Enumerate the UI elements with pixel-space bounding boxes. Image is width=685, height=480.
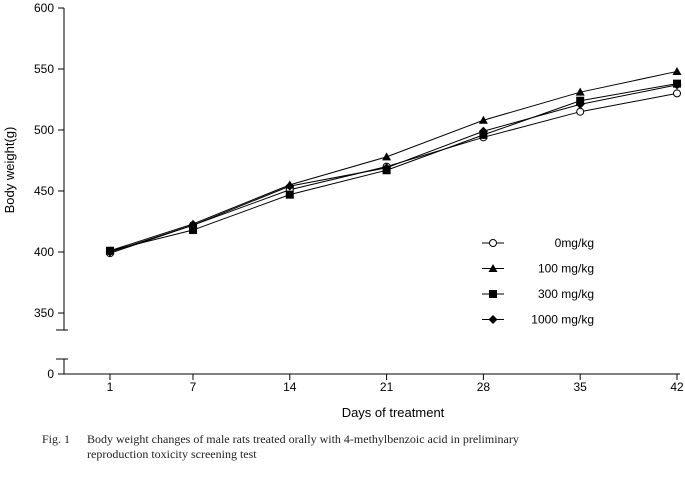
legend-item: 1000 mg/kg [482, 313, 594, 327]
x-tick-label: 1 [107, 380, 114, 394]
y-tick-label: 0 [47, 367, 54, 381]
figure-caption: Fig. 1 Body weight changes of male rats t… [42, 432, 662, 462]
data-point [576, 107, 585, 116]
data-point [478, 115, 488, 124]
legend-item: 0mg/kg [482, 236, 594, 250]
legend-item: 100 mg/kg [482, 262, 594, 276]
data-point [575, 87, 585, 96]
data-point [673, 89, 681, 98]
data-point [672, 80, 682, 90]
y-tick-label: 350 [34, 306, 54, 320]
legend-marker [489, 290, 497, 298]
legend-label: 300 mg/kg [538, 287, 594, 301]
caption-label: Fig. 1 [42, 432, 71, 446]
y-axis-title: Body weight(g) [2, 127, 17, 214]
data-point [285, 190, 294, 199]
data-point [188, 220, 198, 230]
x-ticks: 1 7 14 21 28 35 42 [107, 374, 684, 394]
x-tick-label: 28 [477, 380, 491, 394]
legend-marker [489, 239, 497, 247]
y-ticks: 350 400 450 500 550 600 0 [34, 1, 64, 381]
x-tick-label: 7 [190, 380, 197, 394]
data-point [105, 247, 115, 257]
legend-item: 300 mg/kg [482, 287, 594, 301]
axes [56, 8, 680, 375]
legend-label: 0mg/kg [555, 236, 594, 250]
chart: 350 400 450 500 550 600 0 1 7 14 21 28 35 42 Days of… [2, 1, 684, 420]
y-tick-label: 500 [34, 123, 54, 137]
series-1000mg/kg [105, 80, 682, 257]
x-tick-label: 35 [574, 380, 588, 394]
data-point [672, 66, 682, 75]
legend-marker [488, 315, 498, 324]
y-tick-label: 550 [34, 62, 54, 76]
caption-line-1: Body weight changes of male rats treated… [87, 432, 519, 446]
x-axis-title: Days of treatment [342, 405, 445, 420]
legend-label: 100 mg/kg [538, 262, 594, 276]
x-tick-label: 21 [380, 380, 394, 394]
y-tick-label: 450 [34, 184, 54, 198]
x-tick-label: 42 [670, 380, 684, 394]
series-layer [105, 66, 682, 258]
y-tick-label: 600 [34, 1, 54, 15]
data-point [382, 152, 392, 161]
data-point [188, 226, 197, 235]
data-point [575, 99, 585, 109]
legend: 0mg/kg 100 mg/kg 300 mg/kg 1000 mg/kg [482, 236, 594, 327]
legend-marker [488, 264, 498, 272]
caption-line-2: reproduction toxicity screening test [87, 447, 257, 461]
x-tick-label: 14 [283, 380, 297, 394]
data-point [382, 163, 392, 173]
legend-label: 1000 mg/kg [531, 313, 594, 327]
data-point [285, 181, 295, 191]
y-tick-label: 400 [34, 245, 54, 259]
data-point [478, 126, 488, 136]
